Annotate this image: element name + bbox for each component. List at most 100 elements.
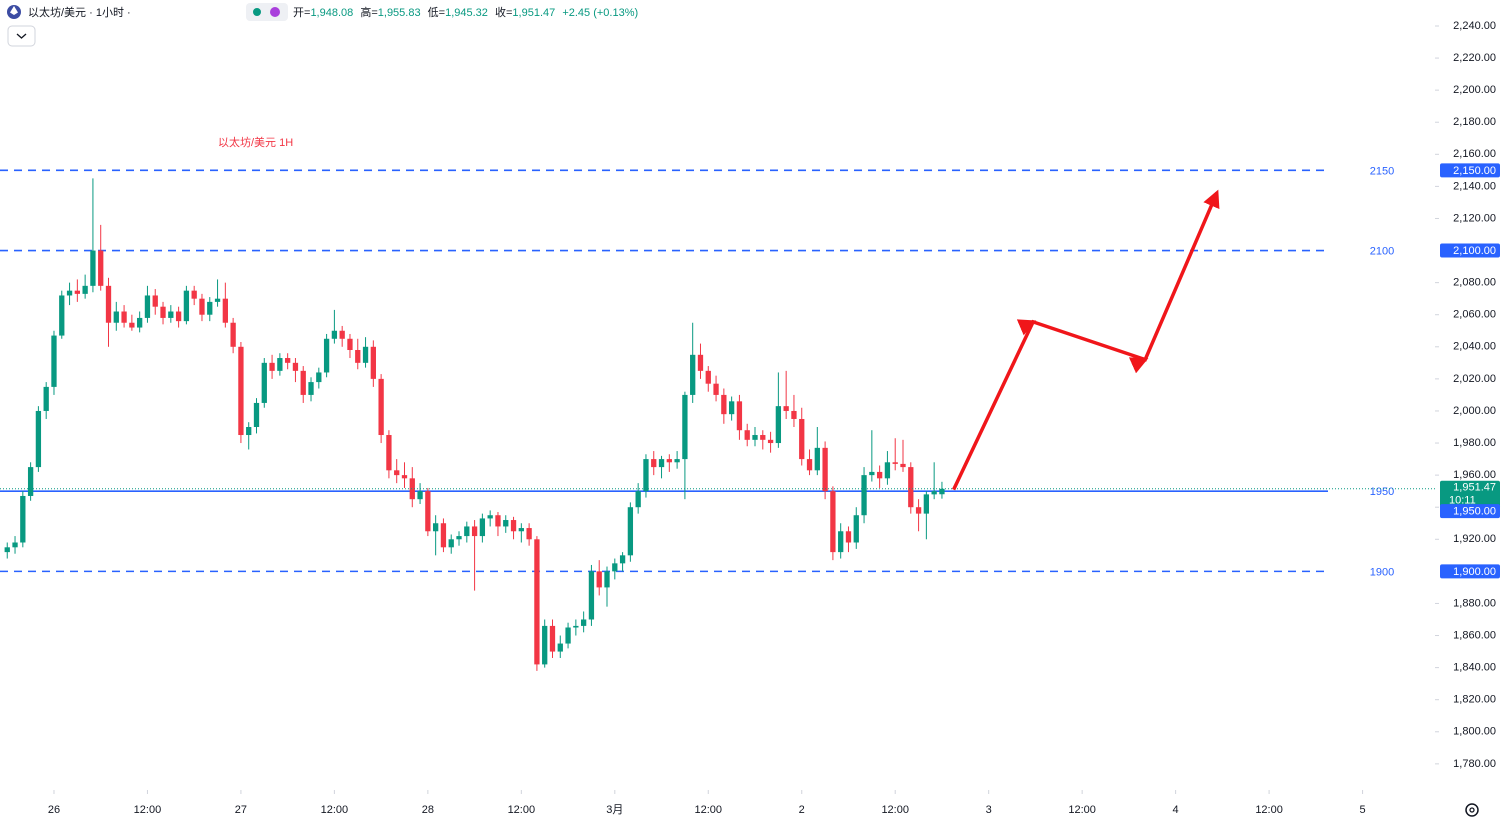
x-tick-label: 2	[799, 804, 805, 816]
y-tick-label: 2,040.00	[1453, 341, 1496, 353]
candle-body	[931, 491, 937, 495]
candle-body	[503, 520, 509, 527]
candle-body	[207, 301, 213, 315]
candle-body	[635, 491, 641, 508]
level-badge-label: 1,950.00	[1453, 506, 1496, 518]
candle-body	[518, 528, 524, 532]
y-tick-label: 2,020.00	[1453, 373, 1496, 385]
last-price-label: 1,951.47	[1453, 482, 1496, 494]
candle-body	[222, 298, 228, 323]
ohlc-value: 1,945.32	[445, 7, 488, 19]
candle-body	[253, 402, 260, 428]
candle-body	[612, 563, 618, 572]
candle-body	[27, 467, 34, 496]
candle-body	[152, 295, 158, 307]
candle-body	[59, 295, 65, 336]
candle-body	[425, 491, 431, 532]
candle-body	[713, 383, 719, 395]
candle-body	[908, 467, 914, 508]
candle-body	[471, 526, 478, 537]
share-icon	[270, 7, 280, 17]
y-tick-label: 2,160.00	[1453, 148, 1496, 160]
level-value: 1900	[1370, 566, 1394, 578]
candle-body	[892, 462, 898, 464]
candle-body	[35, 410, 42, 468]
candle-body	[845, 531, 852, 543]
candle-body	[394, 470, 400, 476]
last-price-badge	[1440, 480, 1500, 508]
y-tick-label: 2,060.00	[1453, 309, 1496, 321]
candle-body	[20, 495, 26, 543]
indicator-badge[interactable]	[246, 3, 288, 21]
candle-body	[105, 285, 112, 323]
ohlc-value: 1,948.08	[310, 7, 353, 19]
candle-body	[175, 311, 182, 322]
ohlc-label: 低=	[428, 6, 445, 19]
candle-body	[144, 295, 151, 318]
candle-body	[728, 401, 735, 415]
candle-body	[565, 627, 571, 644]
y-tick-label: 2,180.00	[1453, 116, 1496, 128]
y-tick-label: 2,140.00	[1453, 180, 1496, 192]
candle-body	[355, 350, 361, 363]
candle-body	[799, 418, 805, 460]
x-tick-label: 26	[48, 804, 60, 816]
level-badge-label: 1,900.00	[1453, 566, 1496, 578]
symbol-title: 以太坊/美元 · 1小时 ·	[28, 5, 131, 19]
settings-icon[interactable]	[1465, 803, 1479, 817]
ohlc-label: 高=	[360, 5, 377, 19]
y-tick-label: 1,840.00	[1453, 662, 1496, 674]
candle-body	[760, 435, 766, 440]
candle-body	[4, 547, 10, 553]
candle-body	[433, 523, 439, 532]
candle-body	[401, 475, 408, 479]
candle-body	[752, 435, 758, 440]
candle-body	[736, 401, 743, 431]
candle-body	[830, 491, 836, 553]
y-tick-label: 1,960.00	[1453, 469, 1496, 481]
candle-body	[51, 335, 57, 387]
candle-body	[292, 362, 299, 371]
candle-body	[721, 394, 727, 415]
candle-body	[549, 625, 556, 652]
candle-body	[238, 346, 244, 436]
x-tick-label: 3	[986, 804, 992, 816]
x-tick-label: 12:00	[881, 804, 909, 816]
candle-body	[627, 507, 634, 556]
x-tick-label: 12:00	[134, 804, 162, 816]
candle-body	[347, 338, 353, 351]
x-tick-label: 12:00	[321, 804, 349, 816]
candle-body	[705, 370, 711, 384]
ohlc-value: 1,955.83	[378, 7, 421, 19]
y-tick-label: 2,240.00	[1453, 20, 1496, 32]
candle-body	[199, 298, 205, 315]
y-tick-label: 1,920.00	[1453, 533, 1496, 545]
candle-body	[261, 362, 267, 403]
candle-body	[230, 322, 236, 347]
candle-body	[370, 346, 376, 379]
y-tick-label: 1,820.00	[1453, 694, 1496, 706]
candle-body	[464, 526, 470, 537]
plot: 2150 2100 1950 1900	[0, 165, 1435, 671]
candle-body	[806, 459, 813, 471]
collapse-button[interactable]	[7, 25, 36, 47]
candle-body	[900, 463, 906, 468]
candle-body	[43, 386, 49, 411]
x-tick-label: 4	[1173, 804, 1179, 816]
candle-body	[66, 290, 73, 296]
candle-body	[510, 520, 517, 532]
candle-body	[331, 330, 338, 339]
x-tick-label: 12:00	[508, 804, 536, 816]
candle-body	[744, 430, 750, 440]
candle-body	[658, 459, 665, 468]
candle-body	[783, 406, 789, 411]
candle-body	[285, 358, 291, 363]
y-tick-label: 1,860.00	[1453, 629, 1496, 641]
candle-body	[409, 478, 415, 500]
y-tick-label: 2,120.00	[1453, 212, 1496, 224]
y-tick-label: 2,200.00	[1453, 84, 1496, 96]
x-tick-label: 3月	[606, 804, 623, 816]
level-value: 2150	[1370, 165, 1394, 177]
